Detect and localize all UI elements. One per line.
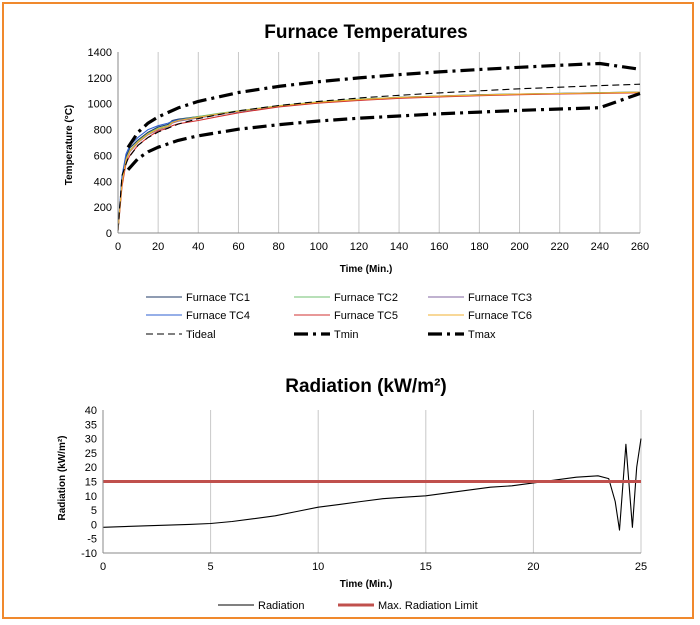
x-tick-label: 120	[350, 241, 368, 253]
legend-label: Tmax	[468, 329, 496, 341]
y-tick-label: 800	[94, 125, 112, 137]
x-tick-label: 10	[312, 561, 324, 573]
legend-label: Max. Radiation Limit	[378, 600, 478, 612]
y-tick-label: 15	[85, 477, 97, 489]
series-line-furnace-tc3	[117, 91, 641, 231]
y-tick-label: -10	[81, 548, 97, 560]
legend-label: Furnace TC5	[334, 310, 398, 322]
legend-label: Tideal	[186, 329, 216, 341]
chart2-ylabel: Radiation (kW/m²)	[57, 436, 68, 521]
chart2-xlabel: Time (Min.)	[340, 579, 393, 590]
chart1-gridlines	[157, 52, 641, 233]
series-line-radiation	[102, 438, 642, 531]
x-tick-label: 160	[430, 241, 448, 253]
x-tick-label: 220	[551, 241, 569, 253]
chart1-xlabel: Time (Min.)	[340, 264, 393, 275]
x-tick-label: 25	[635, 561, 647, 573]
series-line-tideal	[117, 83, 641, 231]
chart1-title: Furnace Temperatures	[264, 22, 467, 43]
x-tick-label: 200	[510, 241, 528, 253]
x-tick-label: 60	[232, 241, 244, 253]
legend-label: Furnace TC6	[468, 310, 532, 322]
legend-label: Tmin	[334, 329, 358, 341]
y-tick-label: 20	[85, 462, 97, 474]
chart2-title: Radiation (kW/m²)	[285, 376, 447, 397]
chart2-series	[102, 438, 642, 531]
y-tick-label: 0	[106, 228, 112, 240]
x-tick-label: 140	[390, 241, 408, 253]
y-tick-label: 600	[94, 150, 112, 162]
x-tick-label: 240	[591, 241, 609, 253]
x-tick-label: 0	[115, 241, 121, 253]
legend-label: Furnace TC4	[186, 310, 250, 322]
y-tick-label: 40	[85, 405, 97, 417]
series-line-furnace-tc1	[117, 91, 641, 231]
x-tick-label: 80	[272, 241, 284, 253]
x-tick-label: 100	[310, 241, 328, 253]
x-tick-label: 20	[527, 561, 539, 573]
series-line-tmin	[126, 91, 641, 171]
series-line-furnace-tc6	[117, 91, 641, 231]
x-tick-label: 0	[100, 561, 106, 573]
x-tick-label: 260	[631, 241, 649, 253]
y-tick-label: 1200	[88, 73, 112, 85]
chart2-axes: -10 -5 0 5 10 15 20 25 30 35 40 0 5 10 15 20 25	[81, 405, 647, 573]
y-tick-label: 10	[85, 491, 97, 503]
legend-label: Radiation	[258, 600, 304, 612]
y-tick-label: 1000	[88, 99, 112, 111]
series-line-furnace-tc2	[117, 91, 641, 231]
chart-frame	[2, 2, 694, 619]
chart1-series	[117, 61, 641, 231]
chart1-ylabel: Temperature (°C)	[64, 105, 75, 186]
x-tick-label: 15	[420, 561, 432, 573]
y-tick-label: 0	[91, 519, 97, 531]
y-tick-label: 25	[85, 448, 97, 460]
chart2-legend: Radiation Max. Radiation Limit	[218, 600, 478, 612]
y-tick-label: 5	[91, 505, 97, 517]
series-line-furnace-tc5	[117, 92, 641, 231]
x-tick-label: 180	[470, 241, 488, 253]
y-tick-label: 1400	[88, 47, 112, 59]
y-tick-label: -5	[87, 534, 97, 546]
chart1-legend: Furnace TC1 Furnace TC2 Furnace TC3 Furnace…	[146, 292, 532, 341]
x-tick-label: 20	[152, 241, 164, 253]
series-line-tmax	[126, 61, 641, 149]
legend-label: Furnace TC2	[334, 292, 398, 304]
y-tick-label: 35	[85, 419, 97, 431]
x-tick-label: 5	[208, 561, 214, 573]
legend-label: Furnace TC1	[186, 292, 250, 304]
y-tick-label: 30	[85, 434, 97, 446]
x-tick-label: 40	[192, 241, 204, 253]
y-tick-label: 200	[94, 202, 112, 214]
chart1-axes: 0 200 400 600 800 1000 1200 1400 0 20 40 60 80 100 120…	[88, 47, 650, 253]
legend-label: Furnace TC3	[468, 292, 532, 304]
y-tick-label: 400	[94, 176, 112, 188]
series-line-furnace-tc4	[117, 91, 641, 231]
